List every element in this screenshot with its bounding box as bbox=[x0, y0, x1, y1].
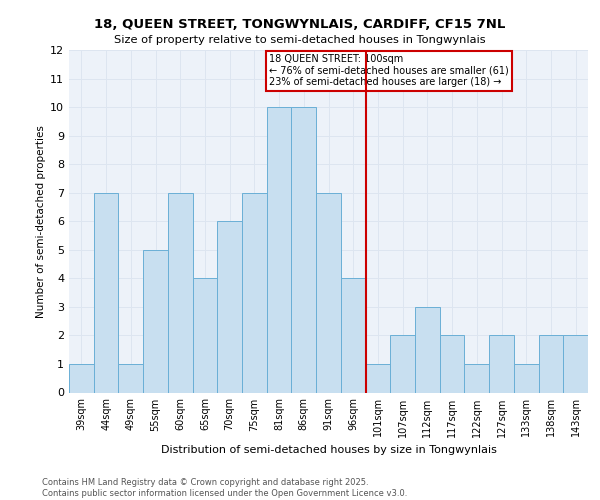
Bar bbox=[514, 364, 539, 392]
Text: Contains HM Land Registry data © Crown copyright and database right 2025.
Contai: Contains HM Land Registry data © Crown c… bbox=[42, 478, 407, 498]
Bar bbox=[242, 192, 267, 392]
Bar bbox=[390, 336, 415, 392]
Bar bbox=[316, 192, 341, 392]
X-axis label: Distribution of semi-detached houses by size in Tongwynlais: Distribution of semi-detached houses by … bbox=[161, 445, 496, 455]
Bar bbox=[292, 107, 316, 393]
Bar bbox=[193, 278, 217, 392]
Text: Size of property relative to semi-detached houses in Tongwynlais: Size of property relative to semi-detach… bbox=[114, 35, 486, 45]
Bar bbox=[365, 364, 390, 392]
Bar bbox=[267, 107, 292, 393]
Bar bbox=[94, 192, 118, 392]
Bar bbox=[415, 307, 440, 392]
Bar bbox=[118, 364, 143, 392]
Y-axis label: Number of semi-detached properties: Number of semi-detached properties bbox=[36, 125, 46, 318]
Bar bbox=[168, 192, 193, 392]
Bar bbox=[489, 336, 514, 392]
Bar bbox=[217, 221, 242, 392]
Bar bbox=[341, 278, 365, 392]
Bar bbox=[440, 336, 464, 392]
Bar bbox=[143, 250, 168, 392]
Text: 18 QUEEN STREET: 100sqm
← 76% of semi-detached houses are smaller (61)
23% of se: 18 QUEEN STREET: 100sqm ← 76% of semi-de… bbox=[269, 54, 509, 88]
Bar bbox=[563, 336, 588, 392]
Bar bbox=[464, 364, 489, 392]
Bar bbox=[69, 364, 94, 392]
Bar bbox=[539, 336, 563, 392]
Text: 18, QUEEN STREET, TONGWYNLAIS, CARDIFF, CF15 7NL: 18, QUEEN STREET, TONGWYNLAIS, CARDIFF, … bbox=[94, 18, 506, 30]
